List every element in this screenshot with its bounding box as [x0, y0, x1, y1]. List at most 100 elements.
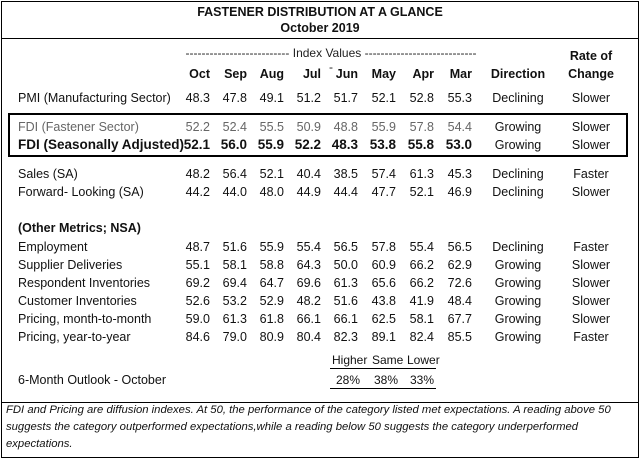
title-line-2: October 2019	[280, 21, 360, 35]
cell: 56.0	[220, 137, 247, 152]
cell: 61.3	[409, 167, 434, 181]
cell: 46.9	[447, 185, 472, 199]
cell: 66.1	[333, 312, 358, 326]
cell: 67.7	[447, 312, 472, 326]
cell: 56.5	[333, 240, 358, 254]
cell: 43.8	[371, 294, 396, 308]
table-row: FDI (Seasonally Adjusted) 52.1 56.0 55.9…	[2, 136, 638, 154]
cell: 58.1	[222, 258, 247, 272]
cell: 48.2	[185, 167, 210, 181]
direction-cell: Declining	[492, 167, 544, 181]
cell: 53.8	[369, 137, 396, 152]
cell: 60.9	[371, 258, 396, 272]
other-metrics-row: (Other Metrics; NSA)	[2, 219, 638, 237]
direction-cell: Growing	[494, 276, 542, 290]
cell: 47.8	[222, 91, 247, 105]
cell: 53.0	[445, 137, 472, 152]
cell: 57.8	[371, 240, 396, 254]
rate-cell: Slower	[571, 91, 611, 105]
cell: 62.9	[447, 258, 472, 272]
cell: 51.2	[296, 91, 321, 105]
table-row: FDI (Fastener Sector) 52.2 52.4 55.5 50.…	[2, 118, 638, 136]
cell: 49.1	[259, 91, 284, 105]
month-header: Jul	[302, 67, 321, 81]
rate-header-bottom: Change	[2, 65, 638, 83]
table-row: Customer Inventories 52.6 53.2 52.9 48.2…	[2, 292, 638, 310]
rate-cell: Slower	[571, 312, 611, 326]
cell: 66.2	[409, 258, 434, 272]
row-label: Sales (SA)	[18, 167, 78, 181]
row-label: Pricing, year-to-year	[18, 330, 131, 344]
month-header: May	[371, 67, 396, 81]
direction-header: Direction	[490, 67, 546, 81]
row-label: Employment	[18, 240, 88, 254]
cell: 84.6	[185, 330, 210, 344]
row-label: FDI (Seasonally Adjusted)	[18, 137, 185, 152]
cell: 80.9	[259, 330, 284, 344]
row-label: Pricing, month-to-month	[18, 312, 152, 326]
direction-cell: Declining	[492, 185, 544, 199]
table-row: Employment 48.7 51.6 55.9 55.4 56.5 57.8…	[2, 238, 638, 256]
rate-cell: Slower	[571, 138, 611, 152]
cell: 58.1	[409, 312, 434, 326]
cell: 44.0	[222, 185, 247, 199]
cell: 61.8	[259, 312, 284, 326]
table-row: Supplier Deliveries 55.1 58.1 58.8 64.3 …	[2, 256, 638, 274]
row-label: Respondent Inventories	[18, 276, 151, 290]
report-title: FASTENER DISTRIBUTION AT A GLANCE Octobe…	[2, 2, 638, 36]
cell: 48.4	[447, 294, 472, 308]
outlook-row: 6-Month Outlook - October 28% 38% 33%	[2, 371, 638, 389]
cell: 53.2	[222, 294, 247, 308]
cell: 66.2	[409, 276, 434, 290]
cell: 72.6	[447, 276, 472, 290]
rate-cell: Faster	[573, 167, 609, 181]
footnote: FDI and Pricing are diffusion indexes. A…	[6, 404, 611, 450]
index-table: -------------------------- Index Values …	[2, 38, 638, 403]
outlook-same-value: 38%	[374, 373, 399, 387]
direction-cell: Declining	[492, 240, 544, 254]
cell: 55.9	[371, 120, 396, 134]
cell: 50.0	[333, 258, 358, 272]
cell: 64.7	[259, 276, 284, 290]
cell: 48.0	[259, 185, 284, 199]
index-values-label: -------------------------- Index Values …	[185, 46, 477, 74]
title-line-1: FASTENER DISTRIBUTION AT A GLANCE	[197, 5, 443, 19]
cell: 50.9	[296, 120, 321, 134]
outlook-label: 6-Month Outlook - October	[18, 373, 166, 387]
rate-cell: Slower	[571, 258, 611, 272]
month-header: Oct	[189, 67, 210, 81]
cell: 48.2	[296, 294, 321, 308]
outlook-lower-label: Lower	[407, 353, 440, 367]
cell: 55.8	[407, 137, 434, 152]
cell: 51.6	[333, 294, 358, 308]
cell: 55.4	[296, 240, 321, 254]
cell: 61.3	[333, 276, 358, 290]
cell: 57.8	[409, 120, 434, 134]
outlook-higher-value: 28%	[336, 373, 361, 387]
cell: 65.6	[371, 276, 396, 290]
cell: 69.4	[222, 276, 247, 290]
row-label: Forward- Looking (SA)	[18, 185, 144, 199]
direction-cell: Declining	[492, 91, 544, 105]
cell: 48.8	[333, 120, 358, 134]
cell: 55.1	[185, 258, 210, 272]
direction-cell: Growing	[494, 330, 542, 344]
cell: 58.8	[259, 258, 284, 272]
table-row: Pricing, month-to-month 59.0 61.3 61.8 6…	[2, 310, 638, 328]
cell: 64.3	[296, 258, 321, 272]
rate-cell: Slower	[571, 294, 611, 308]
cell: 55.9	[257, 137, 284, 152]
row-label: PMI (Manufacturing Sector)	[18, 91, 171, 105]
table-row: PMI (Manufacturing Sector) 48.3 47.8 49.…	[2, 89, 638, 107]
outlook-same-label: Same	[372, 353, 404, 367]
table-row: Sales (SA) 48.2 56.4 52.1 40.4 38.5 57.4…	[2, 165, 638, 183]
table-row: Respondent Inventories 69.2 69.4 64.7 69…	[2, 274, 638, 292]
cell: 89.1	[371, 330, 396, 344]
cell: 55.5	[259, 120, 284, 134]
cell: 48.3	[185, 91, 210, 105]
cell: 55.9	[259, 240, 284, 254]
direction-cell: Growing	[494, 294, 542, 308]
cell: 57.4	[371, 167, 396, 181]
direction-cell: Growing	[494, 120, 542, 134]
header-row: Oct Sep Aug Jul Jun May Apr Mar Directio…	[2, 65, 638, 83]
